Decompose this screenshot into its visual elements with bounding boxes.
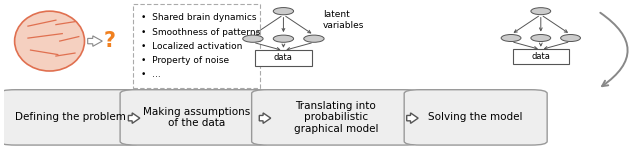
Text: ?: ? (104, 31, 116, 51)
Text: •  Smoothness of patterns: • Smoothness of patterns (141, 28, 260, 37)
Text: data: data (274, 53, 293, 62)
Text: Solving the model: Solving the model (428, 112, 523, 122)
FancyBboxPatch shape (513, 49, 569, 64)
Polygon shape (406, 113, 418, 123)
FancyBboxPatch shape (133, 4, 260, 88)
Ellipse shape (243, 35, 263, 42)
Text: Defining the problem: Defining the problem (15, 112, 126, 122)
FancyArrowPatch shape (600, 13, 628, 86)
Polygon shape (129, 113, 140, 123)
Ellipse shape (561, 35, 580, 42)
Text: •  ...: • ... (141, 70, 161, 79)
Text: •  Localized activation: • Localized activation (141, 42, 243, 51)
Text: data: data (531, 52, 550, 61)
FancyBboxPatch shape (120, 90, 273, 145)
Text: Making assumptions
of the data: Making assumptions of the data (143, 107, 250, 128)
Ellipse shape (531, 8, 550, 15)
Ellipse shape (531, 35, 550, 42)
FancyBboxPatch shape (0, 90, 142, 145)
Text: •  Shared brain dynamics: • Shared brain dynamics (141, 13, 257, 22)
Ellipse shape (501, 35, 521, 42)
Ellipse shape (15, 11, 84, 71)
Polygon shape (88, 36, 102, 46)
Ellipse shape (273, 35, 294, 42)
Text: Translating into
probabilistic
graphical model: Translating into probabilistic graphical… (294, 101, 378, 134)
Ellipse shape (273, 8, 294, 15)
FancyBboxPatch shape (255, 50, 312, 66)
Polygon shape (259, 113, 271, 123)
Text: •  Property of noise: • Property of noise (141, 56, 229, 65)
FancyBboxPatch shape (252, 90, 420, 145)
Ellipse shape (304, 35, 324, 42)
Text: latent
variables: latent variables (323, 10, 364, 30)
FancyBboxPatch shape (404, 90, 547, 145)
